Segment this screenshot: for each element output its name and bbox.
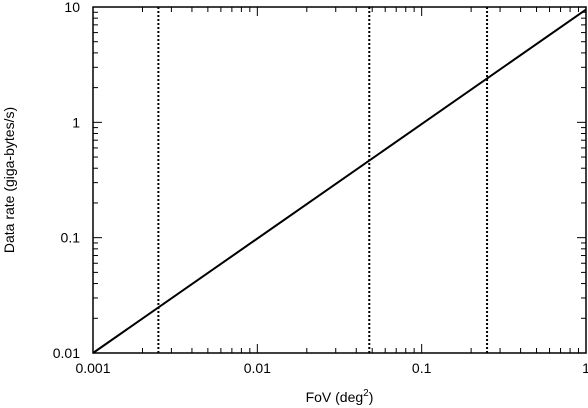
x-tick-label: 1 [582,360,588,376]
x-tick-label: 0.001 [75,360,110,376]
x-tick-label: 0.1 [412,360,432,376]
plot-area [92,7,587,354]
plot-frame [92,6,587,354]
x-axis-label-suffix: ) [369,389,374,405]
y-tick-label: 1 [72,114,80,130]
y-tick-label: 10 [64,0,80,15]
series-line-1 [92,8,587,354]
y-axis-label: Data rate (giga-bytes/s) [1,107,17,253]
x-axis-label-main: FoV (deg [306,389,364,405]
x-axis-label-superscript: 2 [363,388,369,399]
y-tick-label: 0.1 [61,230,81,246]
x-tick-label: 0.01 [244,360,271,376]
y-tick-label: 0.01 [53,345,80,361]
x-axis-label: FoV (deg2) [306,388,374,405]
